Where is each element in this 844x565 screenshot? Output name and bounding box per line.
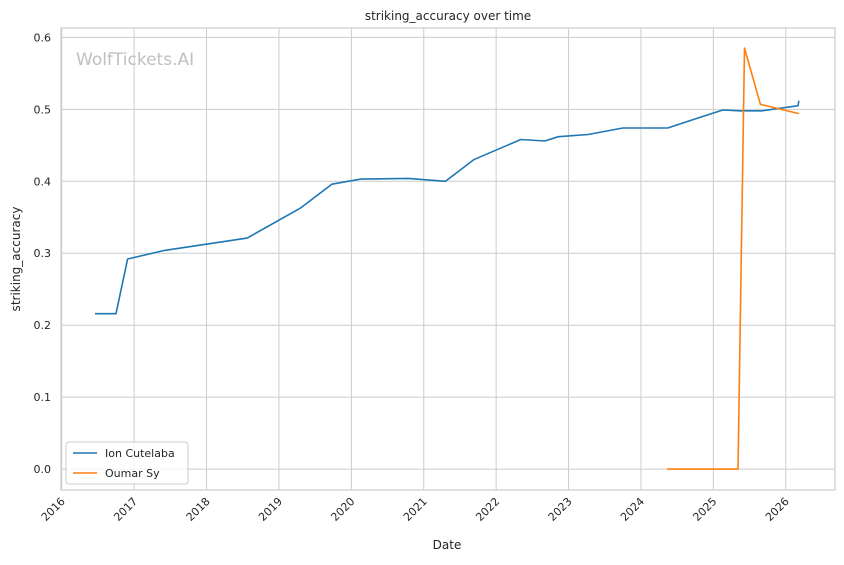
x-tick-labels: 2016 2017 2018 2019 2020 2021 2022 2023 2024 2025… [39,495,792,524]
y-tick-label: 0.5 [34,103,52,116]
legend-label-ion-cutelaba: Ion Cutelaba [105,447,175,460]
chart-title: striking_accuracy over time [365,9,531,23]
x-tick-label: 2021 [401,495,430,524]
y-tick-label: 0.3 [34,247,52,260]
plot-background [61,28,835,490]
x-tick-label: 2017 [111,495,140,524]
y-tick-labels: 0.0 0.1 0.2 0.3 0.4 0.5 0.6 [34,31,52,476]
y-tick-label: 0.0 [34,463,52,476]
y-tick-label: 0.4 [34,175,52,188]
x-tick-label: 2016 [39,495,68,524]
legend: Ion Cutelaba Oumar Sy [66,442,188,484]
watermark: WolfTickets.AI [76,50,194,70]
y-axis-label: striking_accuracy [9,207,23,312]
x-tick-label: 2023 [546,495,575,524]
y-tick-label: 0.2 [34,319,52,332]
x-tick-label: 2026 [763,495,792,524]
y-tick-label: 0.1 [34,391,52,404]
x-tick-label: 2024 [618,495,647,524]
x-tick-label: 2020 [328,495,357,524]
x-tick-label: 2019 [256,495,285,524]
x-axis-label: Date [433,538,462,552]
legend-label-oumar-sy: Oumar Sy [105,467,160,480]
x-tick-label: 2022 [473,495,502,524]
x-tick-label: 2018 [184,495,213,524]
y-tick-label: 0.6 [34,31,52,44]
x-tick-label: 2025 [690,495,719,524]
